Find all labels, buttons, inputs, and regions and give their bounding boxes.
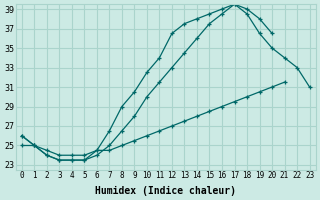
X-axis label: Humidex (Indice chaleur): Humidex (Indice chaleur) [95,186,236,196]
